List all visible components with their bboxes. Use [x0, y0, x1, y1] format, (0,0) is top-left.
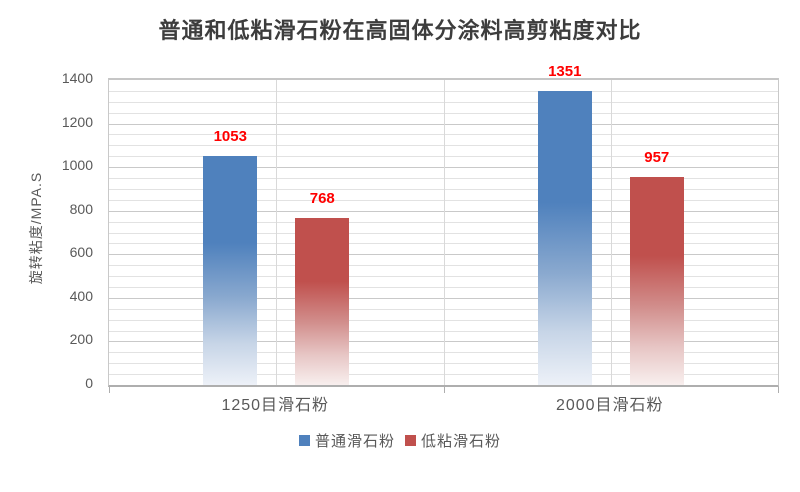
legend-item-普通滑石粉: 普通滑石粉 — [298, 430, 395, 451]
data-label: 768 — [309, 189, 335, 207]
category-label: 1250目滑石粉 — [221, 397, 330, 414]
x-axis-tickmark — [778, 387, 779, 393]
y-tick-label: 400 — [69, 287, 93, 304]
x-axis-tickmark — [443, 387, 445, 393]
y-tick-label: 1400 — [61, 70, 93, 86]
y-tick-label: 0 — [85, 375, 93, 391]
x-axis-tickmark — [109, 387, 110, 393]
chart-title: 普通和低粘滑石粉在高固体分涂料高剪粘度对比 — [158, 18, 642, 43]
bar-普通滑石粉-1250目滑石粉 — [203, 155, 258, 385]
bar-普通滑石粉-2000目滑石粉 — [537, 90, 592, 385]
legend-swatch-icon — [405, 435, 416, 446]
plot-area: 1053 1351 768 957 — [108, 63, 779, 393]
data-label: 1053 — [213, 127, 247, 145]
category-label: 2000目滑石粉 — [555, 397, 664, 414]
data-label: 957 — [644, 148, 670, 166]
data-label: 1351 — [548, 62, 582, 80]
vertical-gridline — [443, 80, 445, 385]
vertical-gridline — [276, 80, 278, 385]
y-axis-label: 旋转粘度/MPA.S — [28, 171, 44, 285]
legend-swatch-icon — [298, 435, 310, 446]
y-tick-label: 800 — [69, 200, 93, 217]
vertical-gridline — [610, 80, 612, 385]
y-tick-label: 1200 — [61, 113, 93, 130]
legend-item-低粘滑石粉: 低粘滑石粉 — [405, 430, 501, 451]
legend-label: 低粘滑石粉 — [421, 433, 502, 450]
y-tick-label: 200 — [69, 331, 93, 348]
y-tick-label: 1000 — [61, 157, 93, 174]
y-tick-label: 600 — [69, 244, 93, 261]
bar-低粘滑石粉-1250目滑石粉 — [295, 217, 350, 385]
bar-低粘滑石粉-2000目滑石粉 — [629, 176, 684, 385]
legend-label: 普通滑石粉 — [314, 433, 395, 450]
legend: 普通滑石粉 低粘滑石粉 — [0, 430, 800, 451]
